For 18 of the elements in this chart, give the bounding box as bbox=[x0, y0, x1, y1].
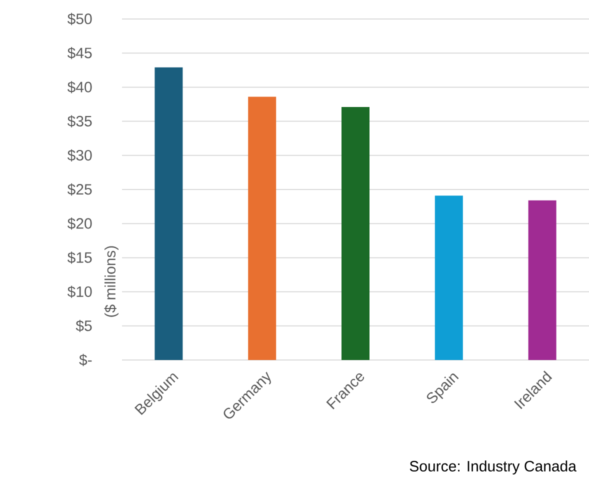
y-tick-label: $10 bbox=[67, 286, 92, 298]
y-tick-label: $50 bbox=[67, 12, 92, 26]
bar bbox=[528, 200, 556, 360]
y-tick-label: $15 bbox=[67, 252, 92, 264]
bar bbox=[248, 96, 276, 360]
source-note: Source: Industry Canada bbox=[410, 460, 576, 474]
y-tick-label: $- bbox=[79, 354, 92, 366]
y-tick-label: $45 bbox=[67, 47, 92, 60]
bar bbox=[342, 106, 370, 360]
bar bbox=[154, 67, 183, 360]
y-tick-label: $5 bbox=[76, 320, 92, 332]
bar bbox=[434, 196, 463, 360]
y-axis-title: ($ millions) bbox=[104, 246, 118, 317]
y-tick-label: $40 bbox=[67, 81, 92, 94]
y-tick-label: $25 bbox=[67, 183, 92, 196]
y-tick-label: $30 bbox=[67, 149, 92, 162]
y-tick-label: $20 bbox=[67, 218, 92, 230]
y-tick-label: $35 bbox=[67, 115, 92, 128]
